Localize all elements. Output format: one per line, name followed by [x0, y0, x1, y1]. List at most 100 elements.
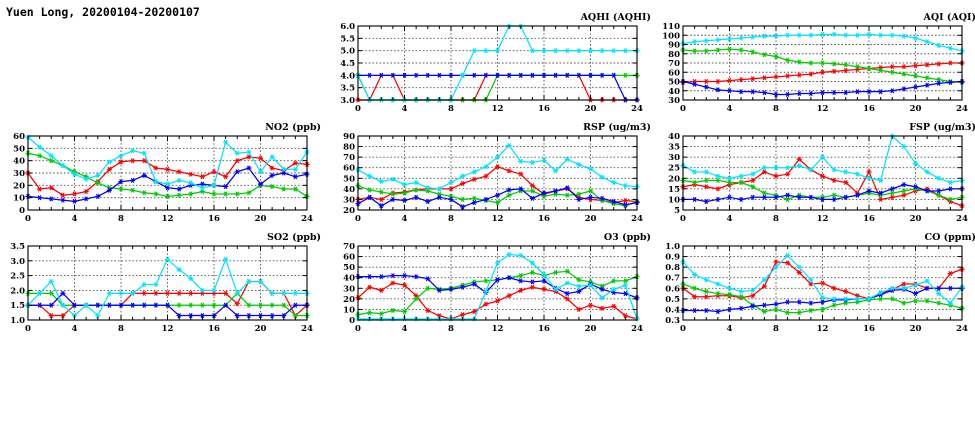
x-tick-label: 0 [355, 324, 361, 334]
x-tick-label: 16 [863, 214, 875, 224]
y-tick-label: 3.0 [10, 257, 25, 267]
chart-title-aqhi: AQHI (AQHI) [580, 12, 651, 23]
y-tick-label: 40 [668, 87, 680, 97]
x-tick-label: 20 [910, 214, 922, 224]
x-tick-label: 0 [680, 324, 686, 334]
y-tick-label: 0.7 [665, 274, 680, 284]
y-tick-label: 50 [668, 78, 680, 88]
chart-panel-so2: SO2 (ppb) 1.0 1.5 2.0 2.5 3.0 3.5 0 4 8 12 16 20 24 [0, 232, 325, 342]
y-tick-label: 0.4 [665, 305, 680, 315]
x-tick-label: 4 [72, 324, 78, 334]
chart-title-co: CO (ppm) [924, 232, 975, 243]
x-tick-label: 20 [585, 324, 597, 334]
x-tick-label: 4 [72, 214, 78, 224]
y-tick-label: 90 [343, 132, 355, 142]
x-tick-label: 8 [448, 324, 454, 334]
x-tick-label: 0 [25, 214, 31, 224]
x-tick-label: 16 [208, 324, 220, 334]
plot-area-aqhi: 3.0 3.5 4.0 4.5 5.0 5.5 6.0 0 4 8 12 16 20 24 [340, 22, 643, 114]
x-tick-label: 4 [402, 104, 408, 114]
y-tick-label: 40 [343, 185, 355, 195]
y-tick-label: 0.8 [665, 263, 680, 273]
x-tick-label: 8 [448, 214, 454, 224]
y-tick-label: 60 [668, 68, 680, 78]
x-tick-label: 20 [585, 214, 597, 224]
chart-panel-co: CO (ppm) 0.3 0.4 0.5 0.6 0.7 0.8 0.9 1.0 0 4 8 12 16 2… [655, 232, 975, 342]
y-tick-label: 50 [343, 174, 355, 184]
x-tick-label: 4 [727, 324, 733, 334]
series-markers-series3 [25, 290, 310, 319]
x-tick-label: 24 [631, 104, 643, 114]
y-tick-label: 110 [662, 22, 680, 32]
chart-panel-o3: O3 (ppb) 0 10 20 30 40 50 60 70 0 4 8 12 16 20 24 [330, 232, 655, 342]
x-tick-label: 24 [631, 214, 643, 224]
y-tick-label: 0 [349, 316, 355, 326]
chart-panel-rsp: RSP (ug/m3) 20 30 40 50 60 70 80 90 0 4 8 12 16 20 24 [330, 122, 655, 232]
y-tick-label: 4.5 [340, 59, 355, 69]
x-tick-label: 8 [118, 214, 124, 224]
chart-panel-aqi: AQI (AQI) 30 40 50 60 70 80 90 100 110 0 4 8 12 16 20 24 [655, 12, 975, 122]
series-markers-series1 [680, 259, 965, 302]
y-tick-label: 3.0 [340, 96, 355, 106]
x-tick-label: 20 [585, 104, 597, 114]
y-tick-label: 30 [343, 284, 355, 294]
x-tick-label: 12 [492, 214, 504, 224]
y-tick-label: 5.0 [340, 47, 355, 57]
y-tick-label: 10 [343, 305, 355, 315]
y-tick-label: 20 [13, 181, 25, 191]
plot-area-co: 0.30.40.50.60.70.80.91.0 0 4 8 12 16 20 24 [665, 242, 968, 334]
y-tick-label: 60 [343, 253, 355, 263]
y-tick-label: 100 [662, 31, 680, 41]
x-tick-label: 12 [162, 214, 174, 224]
x-tick-label: 20 [255, 214, 267, 224]
chart-title-aqi: AQI (AQI) [923, 12, 975, 23]
x-tick-label: 4 [402, 214, 408, 224]
y-tick-label: 25 [668, 164, 680, 174]
y-tick-label: 40 [13, 157, 25, 167]
x-tick-label: 20 [255, 324, 267, 334]
x-tick-label: 12 [817, 104, 829, 114]
x-tick-label: 8 [773, 104, 779, 114]
y-tick-label: 0.6 [665, 284, 680, 294]
x-tick-label: 0 [25, 324, 31, 334]
x-tick-label: 12 [492, 324, 504, 334]
x-tick-label: 24 [631, 324, 643, 334]
y-tick-label: 3.5 [10, 242, 25, 252]
y-tick-label: 2.5 [10, 272, 25, 282]
x-tick-label: 16 [538, 324, 550, 334]
chart-title-so2: SO2 (ppb) [267, 232, 321, 243]
y-tick-label: 35 [668, 143, 680, 153]
x-tick-label: 8 [773, 214, 779, 224]
y-tick-label: 70 [343, 242, 355, 252]
x-tick-label: 0 [680, 214, 686, 224]
x-tick-label: 12 [492, 104, 504, 114]
x-tick-label: 24 [301, 324, 313, 334]
y-tick-label: 70 [668, 59, 680, 69]
x-tick-label: 12 [817, 214, 829, 224]
x-tick-label: 12 [162, 324, 174, 334]
x-tick-label: 8 [448, 104, 454, 114]
y-tick-label: 0.3 [665, 316, 680, 326]
y-tick-label: 30 [668, 96, 680, 106]
x-tick-label: 4 [727, 104, 733, 114]
x-tick-label: 0 [355, 214, 361, 224]
x-tick-label: 16 [538, 214, 550, 224]
series-markers-series3 [680, 182, 965, 205]
y-tick-label: 1.0 [665, 242, 680, 252]
y-tick-label: 90 [668, 41, 680, 51]
y-tick-label: 80 [343, 143, 355, 153]
y-tick-label: 50 [343, 263, 355, 273]
chart-panel-fsp: FSP (ug/m3) 5 10 15 20 25 30 35 40 0 4 8 12 16 20 24 [655, 122, 975, 232]
x-tick-label: 8 [773, 324, 779, 334]
x-tick-label: 16 [208, 214, 220, 224]
y-tick-label: 0.9 [665, 253, 680, 263]
y-tick-label: 60 [343, 164, 355, 174]
y-tick-label: 2.0 [10, 286, 25, 296]
plot-area-so2: 1.0 1.5 2.0 2.5 3.0 3.5 0 4 8 12 16 20 24 [10, 242, 313, 334]
x-tick-label: 24 [956, 104, 968, 114]
y-tick-label: 30 [13, 169, 25, 179]
